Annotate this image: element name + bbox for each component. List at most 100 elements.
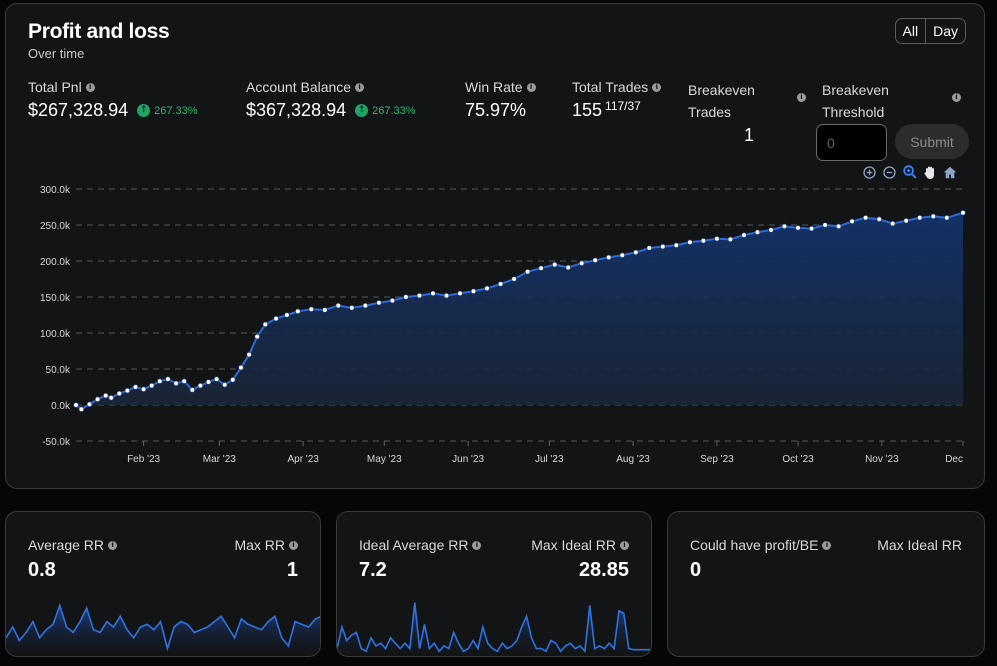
data-point <box>632 249 639 256</box>
data-point <box>862 214 869 221</box>
data-point <box>741 232 747 238</box>
submit-button[interactable]: Submit <box>895 124 969 159</box>
data-point <box>73 402 79 408</box>
x-tick-label: May '23 <box>367 454 402 465</box>
data-point <box>403 294 409 300</box>
pnl-area-chart[interactable]: -50.0k 0.0k 50.0k 100.0k 150.0k 200.0k 250.0k 3… <box>6 174 985 474</box>
data-point <box>173 380 179 387</box>
magnify-icon[interactable] <box>901 164 918 180</box>
stat-total-trades: Total Trades i 155 117/37 <box>572 79 662 121</box>
x-tick-label: Sep '23 <box>700 454 734 465</box>
data-point <box>157 378 163 385</box>
rr-sparkline <box>6 602 320 656</box>
range-toggle: All Day <box>894 18 966 44</box>
y-tick-label: 150.0k <box>40 293 71 304</box>
card-label: Max Ideal RR <box>877 537 962 553</box>
x-tick-label: Oct '23 <box>782 454 814 465</box>
info-icon[interactable]: i <box>526 82 536 92</box>
data-point <box>294 308 301 315</box>
data-point <box>416 292 423 299</box>
stat-breakeven-trades: Breakeven Trades i 1 <box>688 79 806 145</box>
data-point <box>687 239 693 246</box>
home-icon[interactable] <box>941 164 958 180</box>
info-icon[interactable]: i <box>822 540 832 550</box>
data-point <box>903 217 909 224</box>
data-point <box>376 300 382 306</box>
info-icon[interactable]: i <box>85 82 95 92</box>
info-icon[interactable]: i <box>797 93 806 102</box>
data-point <box>348 305 355 311</box>
x-tick-label: Feb '23 <box>127 454 160 465</box>
info-icon[interactable]: i <box>620 540 629 550</box>
data-point <box>673 242 680 248</box>
data-point <box>889 220 896 227</box>
card-label: Max Ideal RR <box>531 537 616 553</box>
card-label: Average RR <box>28 537 105 553</box>
max-rr-value: 1 <box>286 559 298 581</box>
y-tick-label: 0.0k <box>51 401 71 412</box>
info-icon[interactable]: i <box>289 540 298 550</box>
zoom-out-icon[interactable] <box>881 164 898 180</box>
info-icon[interactable]: i <box>355 82 365 92</box>
info-icon[interactable]: i <box>108 540 118 550</box>
data-point <box>470 288 477 294</box>
range-day-button[interactable]: Day <box>925 19 965 43</box>
max-ideal-rr-value: 28.85 <box>578 559 629 581</box>
info-icon[interactable]: i <box>652 82 662 92</box>
stat-label: Total Trades <box>572 79 649 95</box>
stat-label: Threshold <box>822 104 885 120</box>
ideal-average-rr-value: 7.2 <box>359 559 387 581</box>
data-point <box>497 281 504 287</box>
data-point <box>254 333 261 340</box>
data-point <box>565 264 571 271</box>
data-point <box>835 223 842 230</box>
data-point <box>849 218 855 225</box>
x-tick-label: Nov '23 <box>865 454 899 465</box>
data-point <box>238 364 244 371</box>
stat-label: Total Pnl <box>28 79 82 95</box>
data-point <box>592 257 598 264</box>
card-label: Ideal Average RR <box>359 537 469 553</box>
data-point <box>578 260 585 266</box>
data-point <box>140 386 147 393</box>
data-point <box>108 395 114 401</box>
data-point <box>78 406 85 413</box>
x-tick-label: Mar '23 <box>203 454 236 465</box>
y-tick-label: 100.0k <box>40 329 71 340</box>
change-badge: ↑ 267.33% <box>355 104 416 117</box>
data-point <box>876 216 882 222</box>
stat-label: Trades <box>688 104 732 120</box>
x-tick-label: Dec <box>945 454 963 465</box>
data-point <box>714 235 720 242</box>
data-point <box>221 382 228 388</box>
data-point <box>189 387 196 393</box>
card-label: Max RR <box>234 537 285 553</box>
x-tick-label: Jul '23 <box>535 454 564 465</box>
info-icon[interactable]: i <box>952 93 961 102</box>
stat-label: Breakeven <box>822 82 889 98</box>
data-point <box>960 209 966 216</box>
y-tick-label: 250.0k <box>40 221 71 232</box>
data-point <box>389 297 396 304</box>
zoom-in-icon[interactable] <box>861 164 878 180</box>
pan-hand-icon[interactable] <box>921 164 938 180</box>
y-tick-label: 300.0k <box>40 185 71 196</box>
average-rr-value: 0.8 <box>28 559 56 581</box>
data-point <box>86 401 93 408</box>
stat-label: Account Balance <box>246 79 352 95</box>
stat-value: $267,328.94 <box>28 100 129 120</box>
stat-label: Breakeven <box>688 82 755 98</box>
sparkline-area <box>6 605 320 656</box>
data-point <box>124 387 131 394</box>
data-point <box>262 321 269 328</box>
breakeven-threshold-input[interactable] <box>816 124 887 161</box>
data-point <box>484 285 490 292</box>
range-all-button[interactable]: All <box>902 23 919 39</box>
profit-be-card: Could have profit/BE i Max Ideal RR 0 <box>667 511 985 657</box>
info-icon[interactable]: i <box>472 540 482 550</box>
stat-account-balance: Account Balance i $367,328.94 ↑ 267.33% <box>246 79 416 121</box>
data-point <box>181 378 188 385</box>
data-point <box>646 245 653 251</box>
chart-toolbar <box>861 164 958 180</box>
change-badge: ↑ 267.33% <box>137 104 198 117</box>
